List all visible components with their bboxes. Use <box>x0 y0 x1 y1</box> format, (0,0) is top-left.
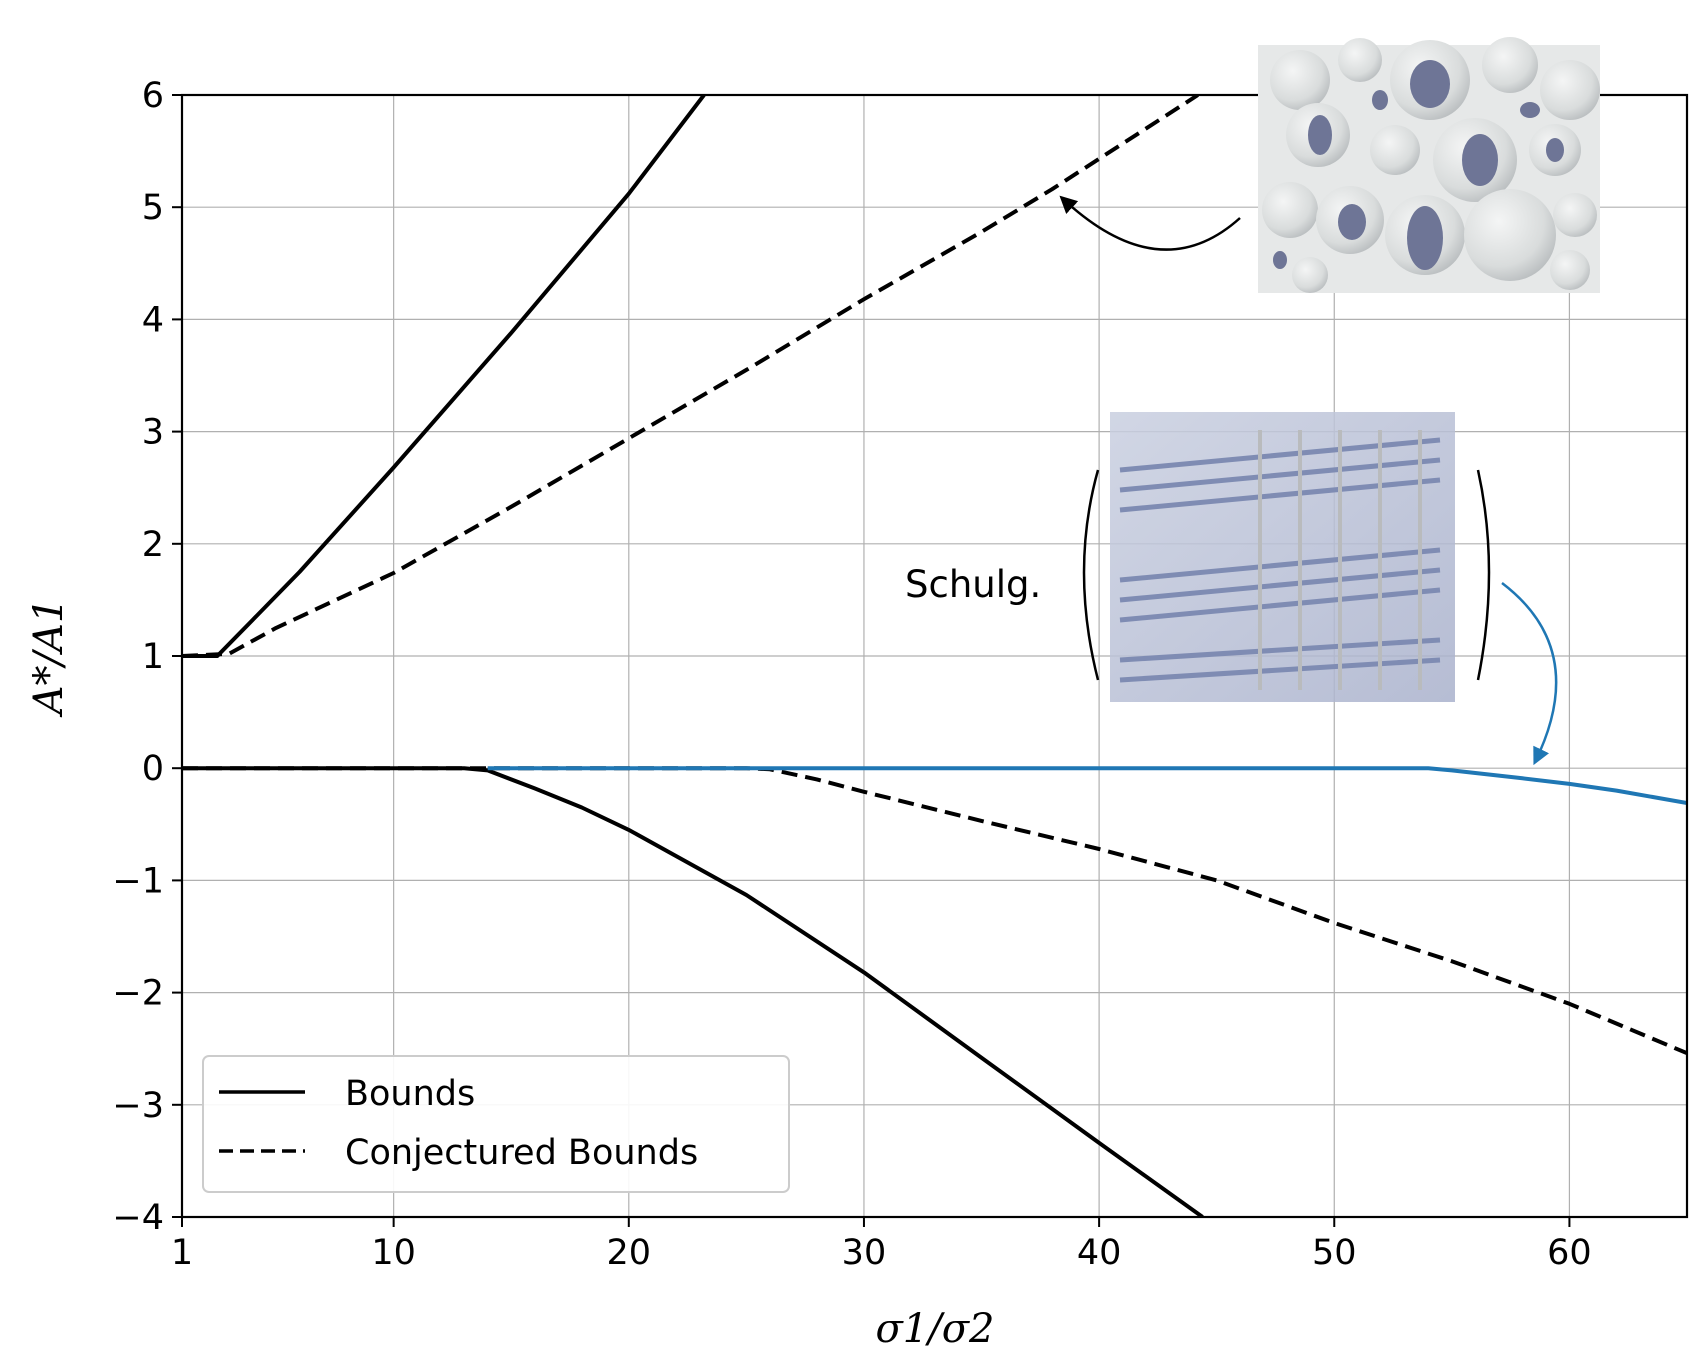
y-tick-label: −2 <box>112 974 164 1014</box>
left-paren <box>1082 469 1100 681</box>
y-tick-label: −4 <box>112 1198 164 1238</box>
ticks: 1 10 20 30 40 50 60 −4 −3 −2 −1 0 1 2 3 4 5 6 <box>112 76 1591 1273</box>
x-tick-label: 40 <box>1077 1233 1122 1273</box>
y-tick-label: 2 <box>142 525 164 565</box>
legend-label-bounds: Bounds <box>345 1074 475 1114</box>
x-axis-label: σ1/σ2 <box>876 1306 995 1352</box>
arrow-to-blue-curve <box>1501 582 1558 766</box>
annotation-schulg: Schulg. <box>905 563 1041 606</box>
y-tick-label: 5 <box>142 188 164 228</box>
legend-label-conjectured: Conjectured Bounds <box>345 1133 698 1173</box>
x-tick-label: 60 <box>1547 1233 1592 1273</box>
y-tick-label: 6 <box>142 76 164 116</box>
y-tick-label: 3 <box>142 413 164 453</box>
lamellar-image <box>1110 412 1455 702</box>
x-tick-label: 20 <box>607 1233 652 1273</box>
y-axis-label: A*/A1 <box>26 598 72 719</box>
legend-box <box>202 1055 790 1193</box>
legend: Bounds Conjectured Bounds <box>202 1055 790 1193</box>
series-line-2 <box>182 95 1199 658</box>
y-tick-label: 1 <box>142 637 164 677</box>
sphere-cluster <box>1262 37 1600 293</box>
x-tick-label: 1 <box>171 1233 193 1273</box>
y-tick-label: −1 <box>112 861 164 901</box>
series-line-4 <box>182 766 1687 1056</box>
series-layer <box>182 95 1687 1217</box>
x-tick-label: 50 <box>1312 1233 1357 1273</box>
sphere-packing-image <box>1258 37 1600 293</box>
lamellar-bars <box>1258 430 1422 690</box>
series-line-5 <box>487 766 1687 805</box>
y-tick-label: −3 <box>112 1086 164 1126</box>
arrow-to-conjectured <box>1059 195 1241 251</box>
x-tick-label: 30 <box>842 1233 887 1273</box>
right-paren <box>1476 469 1491 681</box>
y-tick-label: 0 <box>142 749 164 789</box>
lamellar-fins <box>1119 437 1441 683</box>
series-line-1 <box>182 95 706 658</box>
x-tick-label: 10 <box>371 1233 416 1273</box>
y-tick-label: 4 <box>142 300 164 340</box>
